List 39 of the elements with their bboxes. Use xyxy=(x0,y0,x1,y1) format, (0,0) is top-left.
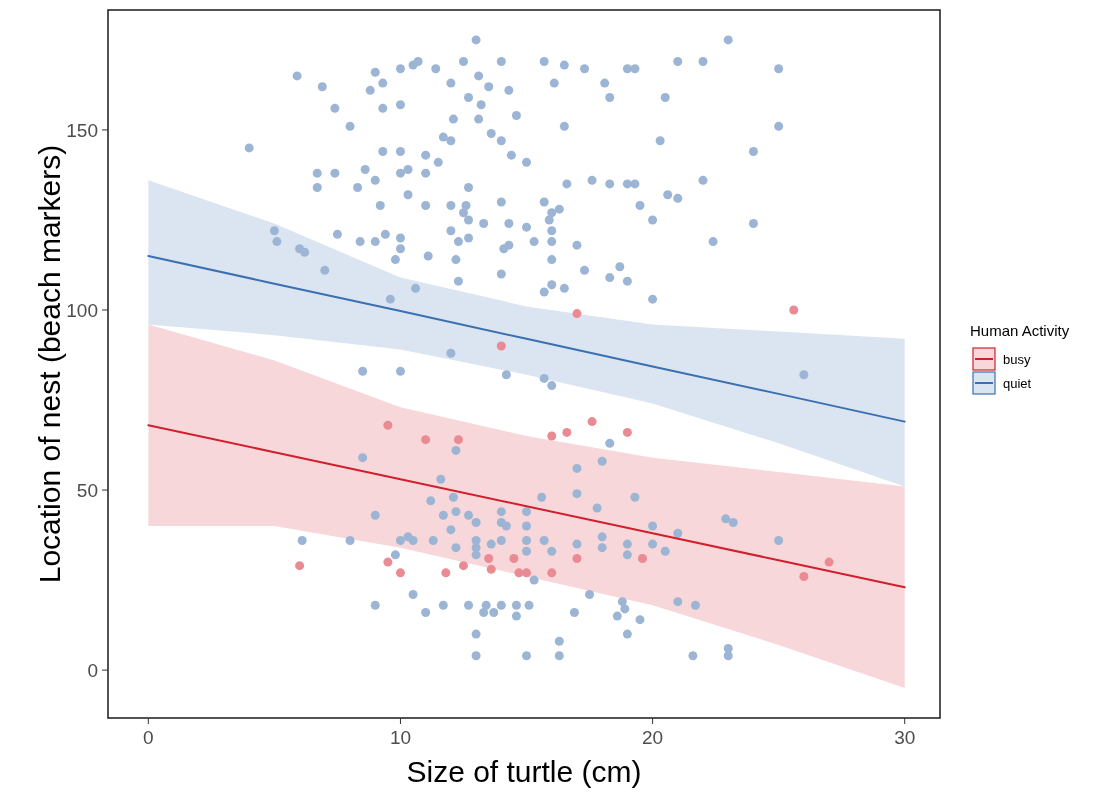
point xyxy=(587,417,597,427)
point xyxy=(547,568,557,578)
x-tick-label: 30 xyxy=(894,727,916,748)
point xyxy=(509,553,519,563)
point xyxy=(383,557,393,567)
point xyxy=(572,309,582,319)
y-tick-label: 50 xyxy=(76,480,98,502)
point xyxy=(395,568,405,578)
point xyxy=(458,561,468,571)
x-axis-title: Size of turtle (cm) xyxy=(406,755,642,788)
point xyxy=(484,553,494,563)
point xyxy=(441,568,451,578)
legend-label: busy xyxy=(1003,352,1031,367)
point xyxy=(496,341,506,351)
point xyxy=(522,568,532,578)
y-tick-label: 100 xyxy=(66,299,98,321)
legend-title: Human Activity xyxy=(970,322,1070,339)
line-series xyxy=(147,424,906,589)
point xyxy=(421,435,431,445)
point xyxy=(638,553,647,563)
point xyxy=(547,431,557,441)
line-series xyxy=(147,254,906,423)
x-tick-label: 0 xyxy=(143,727,154,748)
legend-label: quiet xyxy=(1003,376,1032,391)
point xyxy=(295,561,305,571)
x-tick-label: 10 xyxy=(389,727,412,748)
point xyxy=(572,553,582,563)
point xyxy=(453,435,463,445)
point xyxy=(824,557,834,567)
point xyxy=(799,571,809,581)
point xyxy=(562,427,572,437)
point xyxy=(789,305,799,315)
y-tick-label: 0 xyxy=(87,660,98,682)
x-tick-label: 20 xyxy=(642,727,664,748)
point xyxy=(383,420,393,430)
point xyxy=(486,564,496,574)
point xyxy=(622,427,632,437)
y-tick-label: 150 xyxy=(66,119,98,141)
y-axis-title: Location of nest (beach markers) xyxy=(33,144,66,584)
